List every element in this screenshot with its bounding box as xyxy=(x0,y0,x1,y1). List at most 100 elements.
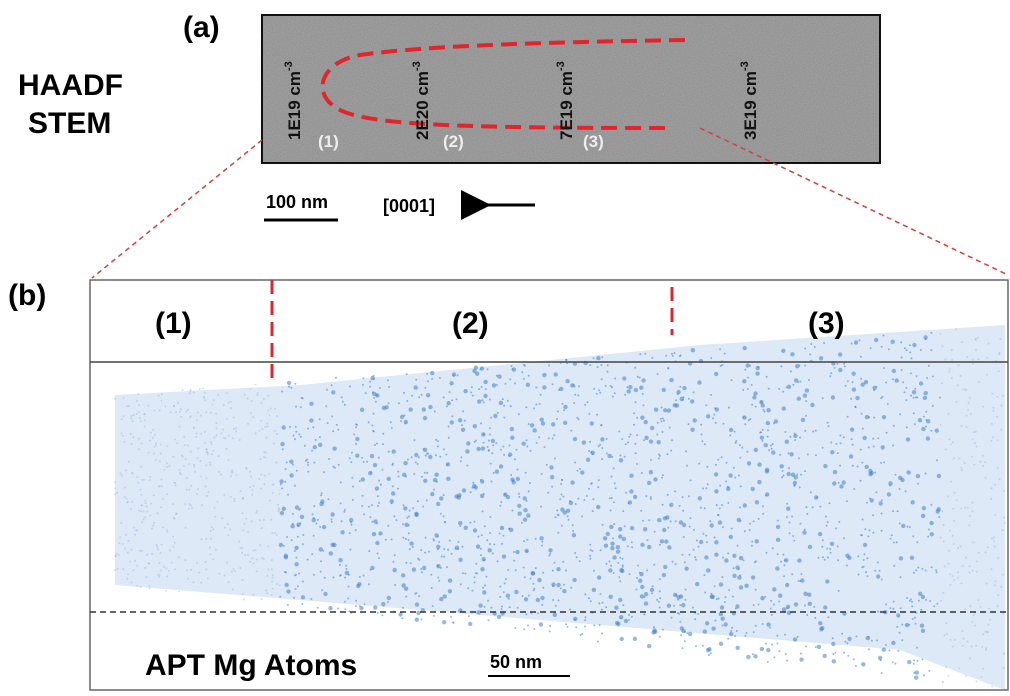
atom-dot xyxy=(680,634,683,637)
atom-dot xyxy=(538,622,544,627)
atom-dot xyxy=(697,380,702,385)
atom-dot xyxy=(442,620,447,625)
atom-dot xyxy=(591,510,594,513)
atom-dot xyxy=(846,380,849,383)
atom-dot xyxy=(541,540,544,543)
atom-dot xyxy=(226,523,229,526)
atom-dot xyxy=(206,451,209,454)
atom-dot xyxy=(565,623,568,626)
atom-dot xyxy=(223,574,226,577)
atom-dot xyxy=(947,674,950,677)
atom-dot xyxy=(386,476,391,481)
atom-dot xyxy=(446,401,451,406)
atom-dot xyxy=(473,520,476,523)
atom-dot xyxy=(472,368,477,374)
atom-dot xyxy=(593,569,595,572)
atom-dot xyxy=(486,539,489,542)
atom-dot xyxy=(275,533,278,536)
atom-dot xyxy=(265,589,268,592)
atom-dot xyxy=(481,510,484,513)
atom-dot xyxy=(205,464,208,467)
atom-dot xyxy=(310,598,313,600)
atom-dot xyxy=(859,479,862,482)
atom-dot xyxy=(285,571,287,574)
atom-dot xyxy=(856,465,859,468)
atom-dot xyxy=(666,493,669,496)
atom-dot xyxy=(679,604,682,606)
atom-dot xyxy=(805,506,808,509)
atom-dot xyxy=(115,552,118,555)
atom-dot xyxy=(535,403,538,406)
atom-dot xyxy=(473,440,476,443)
atom-dot xyxy=(430,370,435,376)
atom-dot xyxy=(553,372,558,377)
atom-dot xyxy=(918,381,924,386)
atom-dot xyxy=(191,507,193,510)
atom-dot xyxy=(420,618,423,621)
atom-dot xyxy=(442,594,447,599)
atom-dot xyxy=(793,602,799,607)
atom-dot xyxy=(657,457,660,460)
atom-dot xyxy=(866,557,869,560)
atom-dot xyxy=(312,573,315,576)
atom-dot xyxy=(671,354,674,357)
atom-dot xyxy=(206,577,209,580)
atom-dot xyxy=(843,362,846,365)
atom-dot xyxy=(368,471,373,476)
boundary xyxy=(320,38,686,130)
atom-dot xyxy=(771,443,774,446)
atom-dot xyxy=(716,514,719,517)
atom-dot xyxy=(574,393,577,396)
atom-dot xyxy=(140,510,143,513)
atom-dot xyxy=(127,539,130,542)
atom-dot xyxy=(865,501,868,504)
side-label: STEM xyxy=(28,107,111,140)
atom-dot xyxy=(393,554,396,557)
atom-dot xyxy=(778,387,781,390)
atom-dot xyxy=(510,435,515,440)
atom-dot xyxy=(618,527,623,532)
atom-dot xyxy=(698,462,701,465)
atom-dot xyxy=(739,519,742,522)
atom-dot xyxy=(638,578,643,583)
atom-dot xyxy=(458,520,463,526)
atom-dot xyxy=(265,436,268,439)
atom-dot xyxy=(354,442,357,445)
atom-dot xyxy=(225,447,228,450)
atom-dot xyxy=(117,553,120,556)
atom-dot xyxy=(641,378,646,383)
atom-dot xyxy=(773,603,775,606)
atom-dot xyxy=(987,342,990,345)
atom-dot xyxy=(115,491,118,494)
atom-dot xyxy=(268,472,271,475)
atom-dot xyxy=(189,504,192,507)
atom-dot xyxy=(254,432,257,435)
atom-dot xyxy=(399,414,405,420)
atom-dot xyxy=(765,494,768,497)
atom-dot xyxy=(601,523,604,526)
atom-dot xyxy=(271,492,274,495)
atom-dot xyxy=(509,378,512,381)
atom-dot xyxy=(684,566,689,571)
atom-dot xyxy=(994,483,996,486)
atom-dot xyxy=(260,419,263,422)
atom-dot xyxy=(212,399,215,402)
atom-dot xyxy=(282,544,285,547)
atom-dot xyxy=(530,571,536,576)
atom-dot xyxy=(604,384,607,387)
atom-dot xyxy=(761,439,764,442)
atom-dot xyxy=(254,383,257,386)
atom-dot xyxy=(640,472,643,474)
atom-dot xyxy=(209,529,212,532)
atom-dot xyxy=(134,533,137,536)
atom-dot xyxy=(120,432,123,435)
atom-dot xyxy=(1002,573,1005,576)
atom-dot xyxy=(189,388,192,391)
atom-dot xyxy=(551,437,554,440)
atom-dot xyxy=(836,362,839,365)
atom-dot xyxy=(527,423,530,426)
atom-dot xyxy=(917,599,920,602)
atom-dot xyxy=(515,549,520,555)
atom-dot xyxy=(276,583,278,585)
atom-dot xyxy=(766,408,771,413)
